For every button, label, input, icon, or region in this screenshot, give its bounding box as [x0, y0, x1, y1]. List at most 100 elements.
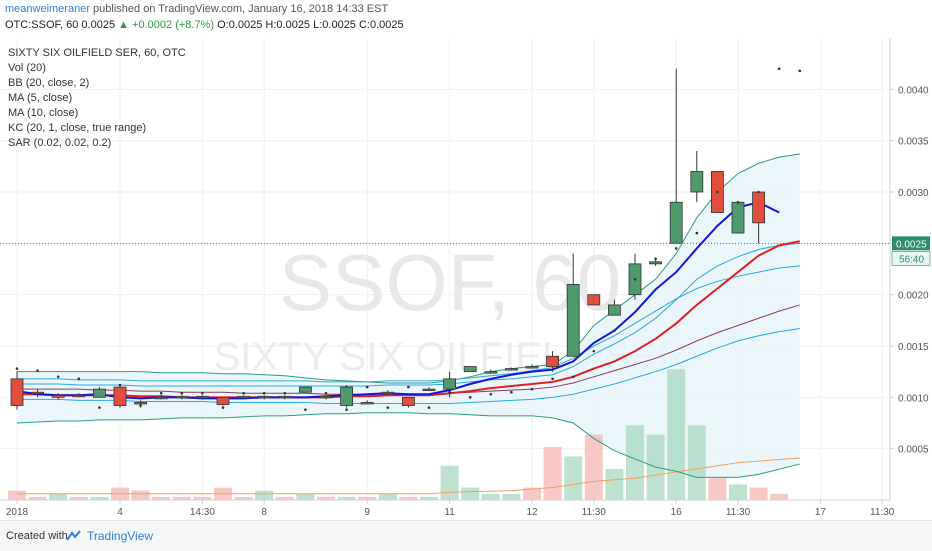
candle-body [566, 283, 580, 357]
volume-bar [28, 496, 47, 500]
x-tick-label: 11:30 [582, 507, 607, 518]
candle-body [10, 378, 24, 406]
price-chart[interactable]: SSOF, 60 SIXTY SIX OILFIELD SER 0.00400.… [0, 38, 932, 520]
volume-bar [275, 496, 294, 500]
ohlc: O:0.0025 H:0.0025 L:0.0025 C:0.0025 [217, 19, 404, 31]
volume-bar [49, 493, 68, 500]
legend-item-sar[interactable]: SAR (0.02, 0.02, 0.2) [8, 137, 112, 149]
candle-body [381, 391, 395, 395]
volume-bar [399, 496, 418, 500]
tradingview-logo-icon [66, 530, 81, 541]
footer: Created with TradingView [0, 520, 932, 551]
volume-bar [729, 484, 747, 500]
sar-dot [571, 375, 575, 379]
volume-bar [358, 496, 377, 500]
sar-dot [56, 375, 60, 379]
sar-dot [736, 200, 740, 204]
candle-body [422, 388, 436, 392]
sar-dot [304, 408, 307, 411]
tradingview-brand-link[interactable]: TradingView [87, 529, 154, 543]
publish-line: meanweimeraner published on TradingView.… [5, 3, 388, 15]
volume-bar [172, 496, 191, 500]
volume-bar [255, 490, 274, 500]
sar-dot [242, 391, 245, 395]
price-axis-bg [890, 38, 932, 520]
candle-body [195, 395, 209, 399]
x-tick-label: 16 [671, 507, 683, 518]
candle-body [154, 396, 168, 400]
indicator-lines [16, 153, 800, 478]
volume-bar [605, 468, 624, 500]
volume-bar [152, 496, 171, 500]
sar-dot [77, 377, 81, 381]
volume-bar [378, 493, 397, 500]
legend-title: SIXTY SIX OILFIELD SER, 60, OTC [8, 47, 186, 59]
x-tick-label: 11 [444, 507, 455, 518]
sar-dot [777, 67, 781, 71]
candle-body [216, 396, 230, 405]
candle-body [113, 386, 127, 406]
sar-dot [139, 404, 142, 407]
volume-bar [502, 493, 521, 500]
volume-bar [337, 496, 356, 500]
candle-body [360, 402, 374, 405]
candle-body [93, 388, 106, 398]
price-change: ▲ +0.0002 (+8.7%) [118, 19, 215, 31]
sar-dot [36, 369, 39, 372]
y-tick-label: 0.0020 [898, 291, 929, 302]
x-tick-label: 12 [526, 507, 538, 518]
sar-dots [15, 67, 802, 411]
y-tick-label: 0.0010 [898, 393, 929, 404]
legend-item-kc[interactable]: KC (20, 1, close, true range) [8, 122, 147, 134]
x-tick-label: 17 [815, 507, 827, 518]
candle-body [443, 378, 457, 390]
sar-dot [283, 391, 287, 395]
sar-dot [592, 349, 596, 353]
sar-dot [489, 392, 493, 396]
sar-dot [448, 390, 451, 394]
sar-dot [324, 391, 328, 395]
candle-body [134, 402, 148, 405]
sar-dot [551, 377, 554, 381]
author-link[interactable]: meanweimeraner [5, 3, 90, 15]
volume-bar [90, 496, 109, 500]
candle-body [298, 386, 312, 393]
candle-body [525, 366, 539, 369]
candle-body [587, 294, 601, 306]
y-tick-label: 0.0040 [898, 85, 929, 96]
ma5-line [16, 201, 780, 400]
y-tick-label: 0.0030 [898, 188, 929, 199]
volume-bar [626, 425, 644, 500]
sar-dot [98, 406, 101, 409]
legend-item-ma10[interactable]: MA (10, close) [8, 107, 79, 119]
sar-dot [530, 387, 534, 391]
sar-dot [716, 190, 719, 194]
legend-item-ma5[interactable]: MA (5, close) [8, 92, 73, 104]
legend-item-bb[interactable]: BB (20, close, 2) [8, 77, 90, 89]
candle-body [752, 191, 765, 224]
y-tick-label: 0.0035 [898, 137, 929, 148]
volume-bar [234, 496, 253, 500]
candle-body [401, 396, 415, 406]
sar-dot [365, 385, 369, 389]
x-tick-label: 2018 [6, 507, 29, 518]
kc-upper-line [17, 242, 800, 387]
sar-dot [386, 406, 390, 409]
x-tick-label: 8 [261, 507, 267, 518]
volume-bar [770, 493, 789, 500]
candle-body [31, 391, 45, 395]
volume-bar [193, 496, 212, 500]
timer-label: 56:40 [899, 254, 924, 265]
volume-bar [523, 487, 541, 500]
candle-body [463, 366, 477, 373]
sar-dot [262, 391, 266, 395]
candle-body [278, 395, 292, 399]
sar-dot [15, 367, 19, 370]
x-tick-label: 14:30 [190, 507, 215, 518]
axes: 0.0040 0.0035 0.0030 0.0025 0.0020 0.0015 0.00… [0, 38, 932, 520]
volume-bar [584, 434, 603, 500]
volume-bar [749, 487, 768, 500]
sar-dot [118, 383, 122, 387]
candle-body [72, 394, 86, 398]
legend-item-vol[interactable]: Vol (20) [8, 62, 46, 74]
